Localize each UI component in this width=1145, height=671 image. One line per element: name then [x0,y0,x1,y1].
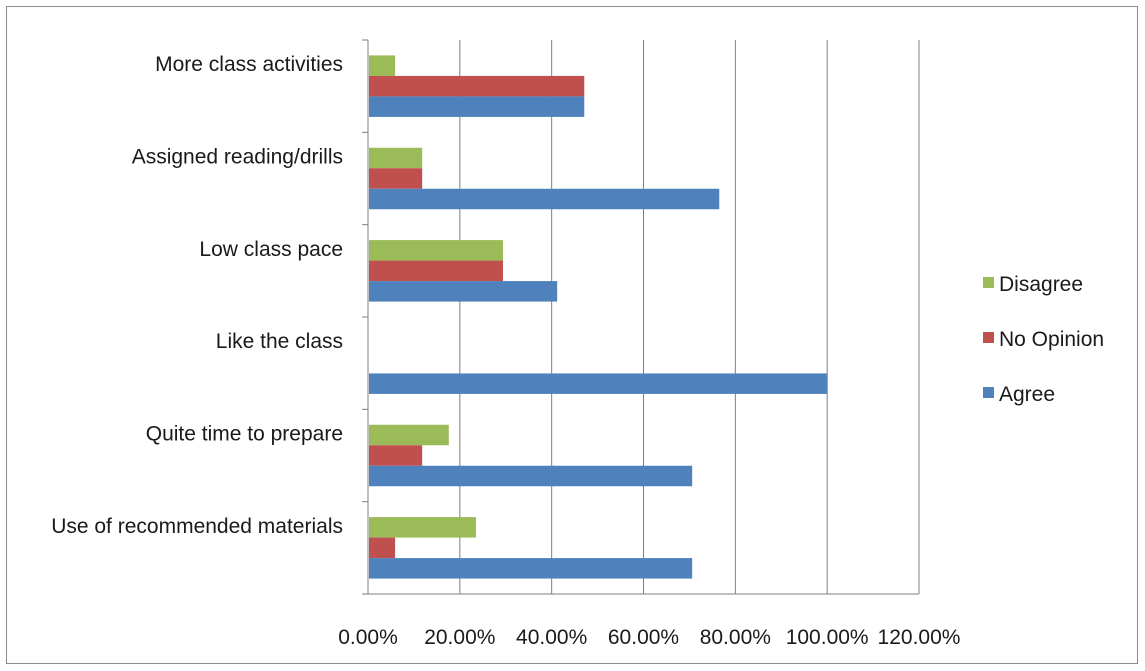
gridlines [459,40,920,594]
bar-disagree [369,517,476,538]
category-label: Low class pace [199,238,343,261]
axes [362,39,919,595]
x-tick-label: 20.00% [424,626,495,649]
bar-disagree [369,147,423,169]
legend-swatch [983,387,994,398]
category-label: Assigned reading/drills [132,146,343,169]
x-tick-label: 40.00% [516,626,587,649]
legend-swatch [983,332,994,343]
bar-no-opinion [369,75,585,97]
x-tick-label: 60.00% [608,626,679,649]
bar-chart: More class activities Assigned reading/dr… [51,39,1104,649]
bar-agree [369,188,720,210]
x-tick-label: 80.00% [700,626,771,649]
bar-disagree [369,55,396,76]
bar-no-opinion [369,168,423,189]
bar-disagree [369,424,449,446]
legend: Disagree No Opinion Agree [983,273,1104,406]
legend-label: Agree [999,383,1055,406]
legend-label: No Opinion [999,328,1104,351]
x-tick-label: 100.00% [786,626,869,649]
category-label: Like the class [216,330,343,353]
bar-agree [369,96,585,117]
bar-no-opinion [369,445,423,466]
category-label: Use of recommended materials [51,515,343,538]
x-tick-label: 120.00% [878,626,961,649]
category-label: More class activities [155,53,343,76]
bar-agree [369,465,693,487]
bars [369,55,828,579]
x-tick-label: 0.00% [338,626,398,649]
bar-agree [369,373,828,394]
bar-agree [369,281,558,302]
bar-no-opinion [369,260,503,282]
category-label: Quite time to prepare [146,423,343,446]
bar-disagree [369,240,503,261]
bar-no-opinion [369,537,396,559]
legend-swatch [983,277,994,288]
chart-frame: More class activities Assigned reading/dr… [6,6,1138,664]
category-labels: More class activities Assigned reading/dr… [51,53,343,538]
legend-label: Disagree [999,273,1083,296]
bar-agree [369,558,693,579]
x-tick-labels: 0.00% 20.00% 40.00% 60.00% 80.00% 100.00% 120.… [338,626,960,649]
